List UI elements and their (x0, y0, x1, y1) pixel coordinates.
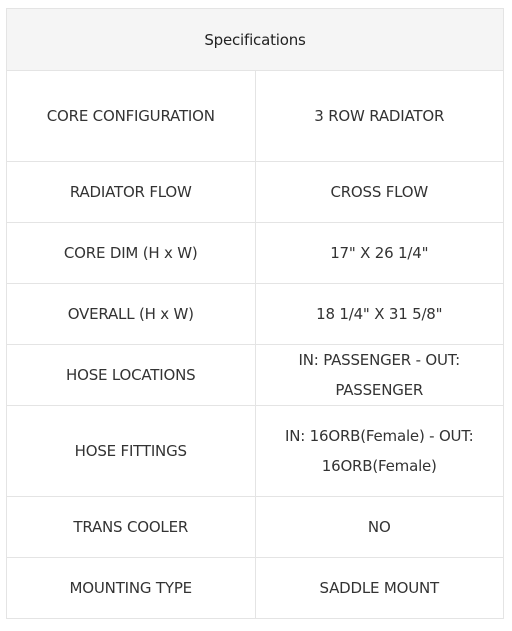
spec-label: CORE CONFIGURATION (6, 70, 256, 162)
table-row: TRANS COOLER NO (6, 496, 504, 558)
table-title: Specifications (6, 8, 504, 71)
spec-value: 17" X 26 1/4" (254, 222, 504, 284)
table-row: CORE DIM (H x W) 17" X 26 1/4" (6, 222, 504, 284)
spec-value: IN: 16ORB(Female) - OUT: 16ORB(Female) (254, 405, 504, 497)
table-row: CORE CONFIGURATION 3 ROW RADIATOR (6, 70, 504, 162)
table-row: HOSE LOCATIONS IN: PASSENGER - OUT: PASS… (6, 344, 504, 406)
spec-value: 18 1/4" X 31 5/8" (254, 283, 504, 345)
spec-label: RADIATOR FLOW (6, 161, 256, 223)
spec-label: HOSE LOCATIONS (6, 344, 256, 406)
spec-value: SADDLE MOUNT (254, 557, 504, 619)
table-header: Specifications (6, 8, 504, 71)
spec-value: IN: PASSENGER - OUT: PASSENGER (254, 344, 504, 406)
table-body: CORE CONFIGURATION 3 ROW RADIATOR RADIAT… (6, 70, 504, 619)
spec-label: TRANS COOLER (6, 496, 256, 558)
table-row: MOUNTING TYPE SADDLE MOUNT (6, 557, 504, 619)
spec-value: 3 ROW RADIATOR (254, 70, 504, 162)
table-row: RADIATOR FLOW CROSS FLOW (6, 161, 504, 223)
table-row: OVERALL (H x W) 18 1/4" X 31 5/8" (6, 283, 504, 345)
spec-value: CROSS FLOW (254, 161, 504, 223)
spec-label: MOUNTING TYPE (6, 557, 256, 619)
spec-label: OVERALL (H x W) (6, 283, 256, 345)
spec-label: HOSE FITTINGS (6, 405, 256, 497)
header-row: Specifications (6, 8, 504, 71)
spec-value: NO (254, 496, 504, 558)
specifications-table: Specifications CORE CONFIGURATION 3 ROW … (6, 8, 504, 619)
spec-label: CORE DIM (H x W) (6, 222, 256, 284)
table-row: HOSE FITTINGS IN: 16ORB(Female) - OUT: 1… (6, 405, 504, 497)
